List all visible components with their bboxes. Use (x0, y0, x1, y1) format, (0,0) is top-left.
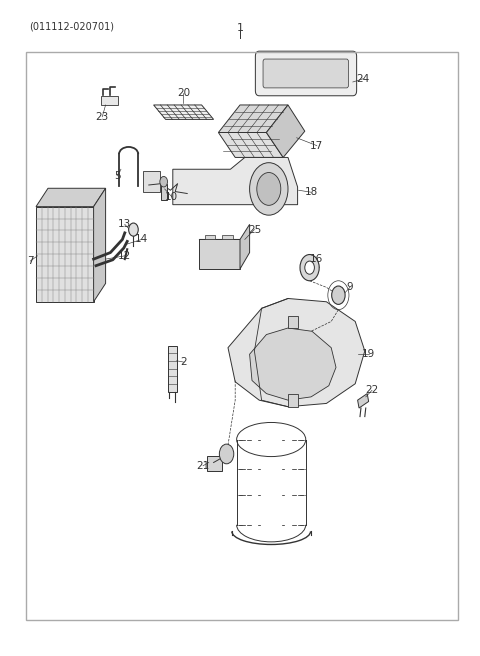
Text: 13: 13 (118, 219, 132, 230)
Text: 10: 10 (165, 192, 179, 202)
Text: 7: 7 (27, 256, 34, 266)
Polygon shape (228, 298, 365, 407)
Polygon shape (205, 235, 215, 239)
Circle shape (219, 444, 234, 464)
Circle shape (300, 255, 319, 281)
FancyBboxPatch shape (255, 51, 357, 96)
Polygon shape (36, 188, 106, 207)
Text: 25: 25 (248, 224, 261, 235)
Polygon shape (250, 328, 336, 400)
Text: 16: 16 (310, 254, 324, 264)
Text: 18: 18 (304, 187, 318, 197)
Text: 23: 23 (96, 112, 109, 122)
Text: 12: 12 (118, 251, 132, 261)
Polygon shape (143, 171, 160, 192)
Circle shape (305, 261, 314, 274)
Bar (26, 52, 458, 620)
Polygon shape (218, 105, 288, 133)
Circle shape (160, 176, 168, 187)
Polygon shape (199, 239, 250, 253)
Text: 22: 22 (365, 385, 379, 396)
Text: 5: 5 (114, 171, 120, 181)
Text: 2: 2 (180, 357, 187, 367)
Text: 17: 17 (310, 140, 324, 151)
Text: 14: 14 (135, 234, 148, 245)
Polygon shape (240, 224, 250, 269)
Text: 21: 21 (196, 461, 210, 471)
Circle shape (332, 286, 345, 304)
Circle shape (129, 223, 138, 236)
Text: 9: 9 (347, 282, 353, 293)
Polygon shape (36, 207, 94, 302)
Polygon shape (199, 239, 240, 269)
Polygon shape (288, 394, 298, 407)
Circle shape (250, 163, 288, 215)
Polygon shape (358, 394, 369, 408)
Polygon shape (154, 105, 214, 119)
Text: 24: 24 (357, 73, 370, 84)
Polygon shape (288, 316, 298, 328)
Polygon shape (173, 157, 298, 205)
Text: (011112-020701): (011112-020701) (29, 21, 114, 31)
Polygon shape (218, 133, 283, 157)
Polygon shape (207, 456, 222, 471)
Polygon shape (168, 346, 177, 392)
Polygon shape (266, 105, 305, 157)
Text: 19: 19 (362, 349, 375, 359)
Circle shape (257, 173, 281, 205)
Polygon shape (161, 184, 167, 200)
Polygon shape (94, 188, 106, 302)
Text: 1: 1 (237, 23, 243, 33)
Polygon shape (222, 235, 233, 239)
Text: 20: 20 (177, 88, 190, 98)
Polygon shape (101, 96, 118, 105)
FancyBboxPatch shape (263, 59, 348, 88)
